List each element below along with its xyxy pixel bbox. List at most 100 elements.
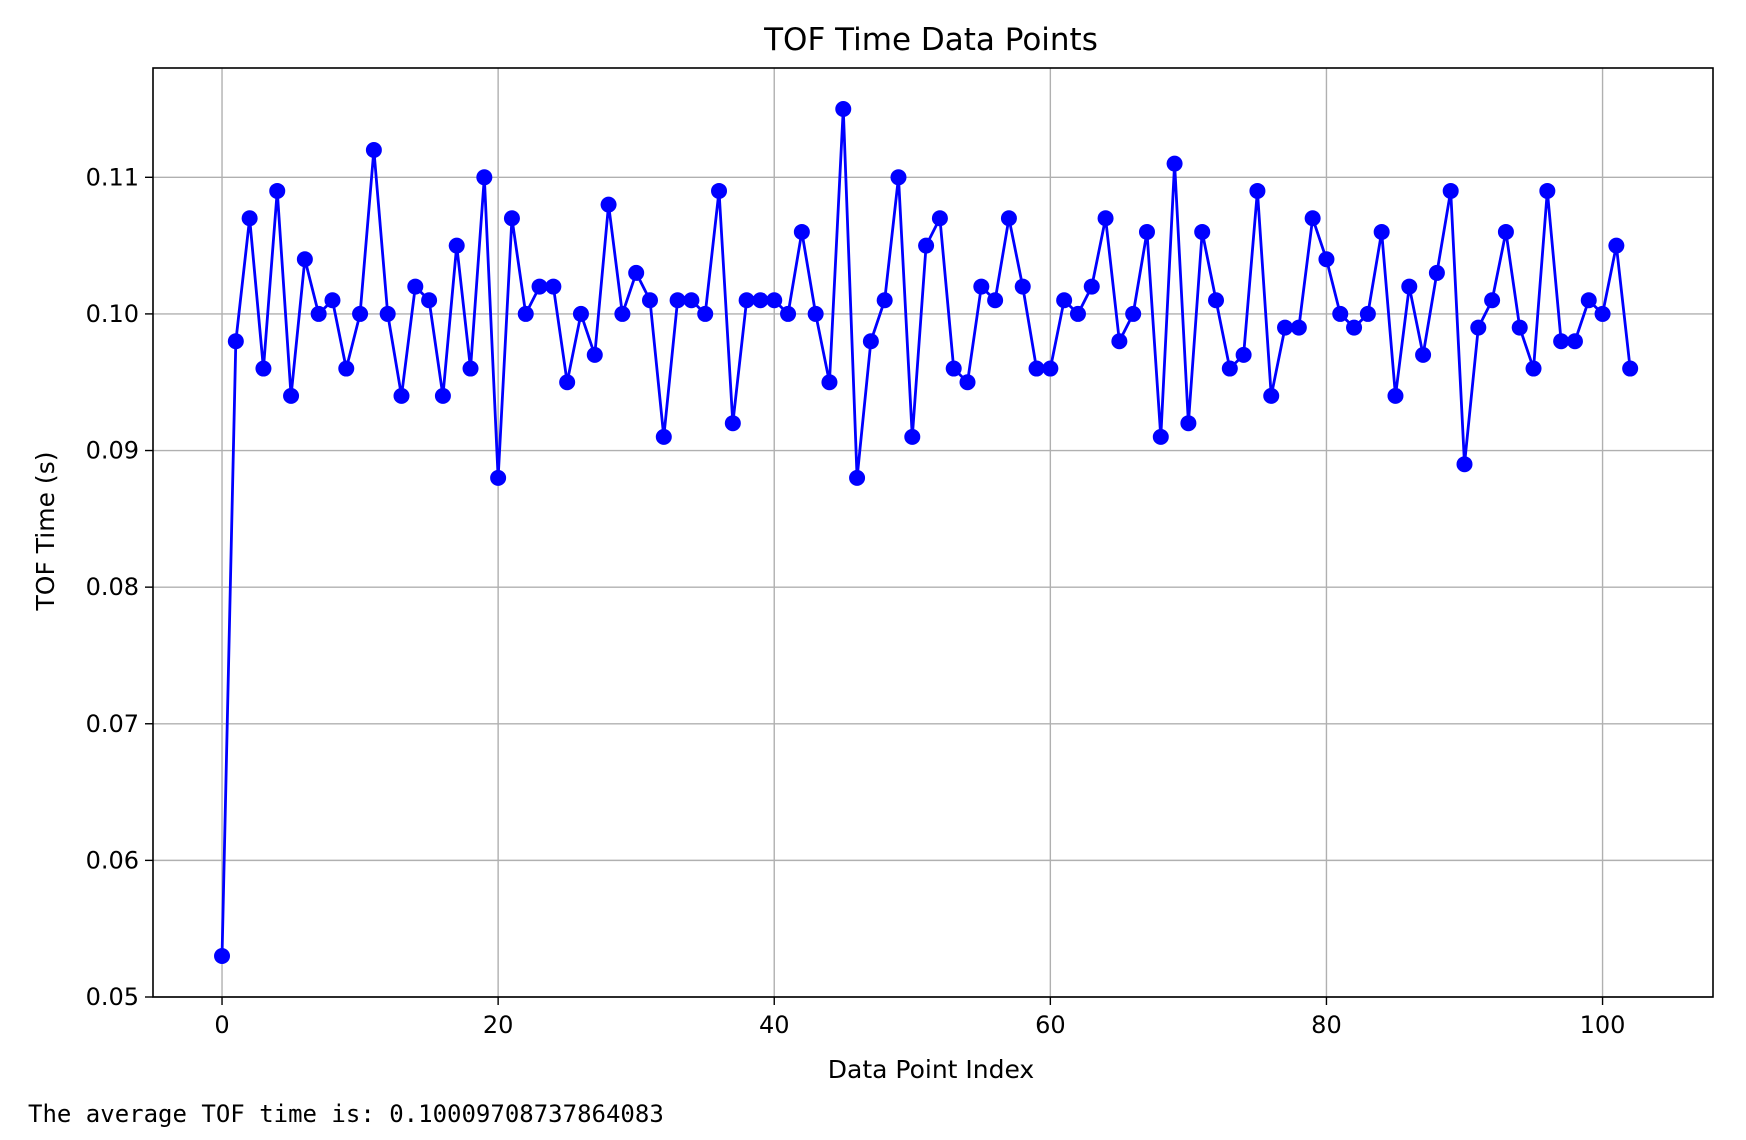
data-point (572, 305, 589, 322)
data-point (1456, 456, 1473, 473)
data-point (1332, 305, 1349, 322)
data-point (1083, 278, 1100, 295)
x-tick-label: 40 (759, 1011, 790, 1039)
data-point (959, 374, 976, 391)
data-point (1622, 360, 1639, 377)
data-point (628, 264, 645, 281)
series-tof-time (214, 100, 1639, 965)
data-point (255, 360, 272, 377)
data-point (1166, 155, 1183, 172)
data-point (1221, 360, 1238, 377)
data-point (945, 360, 962, 377)
data-point (876, 292, 893, 309)
tof-line-chart: TOF Time Data Points 0 20 40 60 80 100 0.05 0.0… (31, 22, 1714, 1080)
data-point (766, 292, 783, 309)
data-point (1539, 182, 1556, 199)
average-output-text: The average TOF time is: 0.1000970873786… (28, 1100, 664, 1128)
data-point (1304, 210, 1321, 227)
y-tick-label: 0.08 (86, 573, 139, 601)
data-point (835, 100, 852, 117)
data-point (697, 305, 714, 322)
data-point (1125, 305, 1142, 322)
data-point (462, 360, 479, 377)
data-point (807, 305, 824, 322)
data-point (641, 292, 658, 309)
plot-frame (152, 67, 1714, 998)
data-point (338, 360, 355, 377)
data-point (614, 305, 631, 322)
data-point (241, 210, 258, 227)
data-point (1484, 292, 1501, 309)
data-point (407, 278, 424, 295)
data-point (1235, 346, 1252, 363)
data-point (269, 182, 286, 199)
data-point (379, 305, 396, 322)
y-tick-label: 0.10 (86, 300, 139, 328)
data-point (1056, 292, 1073, 309)
data-point (227, 333, 244, 350)
chart-title: TOF Time Data Points (763, 22, 1098, 58)
data-point (352, 305, 369, 322)
x-tick-label: 0 (214, 1011, 229, 1039)
x-tick-label: 60 (1035, 1011, 1066, 1039)
data-point (683, 292, 700, 309)
data-point (1208, 292, 1225, 309)
data-point (517, 305, 534, 322)
y-tick-label: 0.11 (86, 163, 139, 191)
data-point (503, 210, 520, 227)
data-point (821, 374, 838, 391)
data-point (600, 196, 617, 213)
data-point (476, 169, 493, 186)
data-point (738, 292, 755, 309)
data-point (1097, 210, 1114, 227)
data-point (421, 292, 438, 309)
data-point (711, 182, 728, 199)
data-point (1069, 305, 1086, 322)
series-line (220, 107, 1632, 957)
data-point (890, 169, 907, 186)
data-point (862, 333, 879, 350)
data-point (490, 469, 507, 486)
data-point (1346, 319, 1363, 336)
data-point (1553, 333, 1570, 350)
data-point (1263, 387, 1280, 404)
data-point (1525, 360, 1542, 377)
data-point (849, 469, 866, 486)
data-point (752, 292, 769, 309)
data-point (559, 374, 576, 391)
data-point (987, 292, 1004, 309)
data-point (310, 305, 327, 322)
data-point (669, 292, 686, 309)
data-point (296, 251, 313, 268)
data-point (1138, 223, 1155, 240)
data-point (448, 237, 465, 254)
data-point (1014, 278, 1031, 295)
data-point (531, 278, 548, 295)
data-point (1401, 278, 1418, 295)
x-tick-label: 20 (483, 1011, 514, 1039)
data-point (1111, 333, 1128, 350)
data-point (1152, 428, 1169, 445)
data-point (918, 237, 935, 254)
data-point (283, 387, 300, 404)
data-point (1608, 237, 1625, 254)
data-point (1566, 333, 1583, 350)
data-point (434, 387, 451, 404)
data-point (780, 305, 797, 322)
data-point (1028, 360, 1045, 377)
data-point (1442, 182, 1459, 199)
grid-lines (153, 68, 1713, 998)
data-point (1470, 319, 1487, 336)
data-point (1359, 305, 1376, 322)
data-point (393, 387, 410, 404)
data-point (655, 428, 672, 445)
data-point (1511, 319, 1528, 336)
y-tick-label: 0.07 (86, 710, 139, 738)
x-axis-label: Data Point Index (828, 1055, 1034, 1080)
y-axis-label: TOF Time (s) (31, 452, 60, 612)
data-point (1497, 223, 1514, 240)
data-point (1387, 387, 1404, 404)
data-point (1318, 251, 1335, 268)
data-point (1290, 319, 1307, 336)
data-point (1415, 346, 1432, 363)
